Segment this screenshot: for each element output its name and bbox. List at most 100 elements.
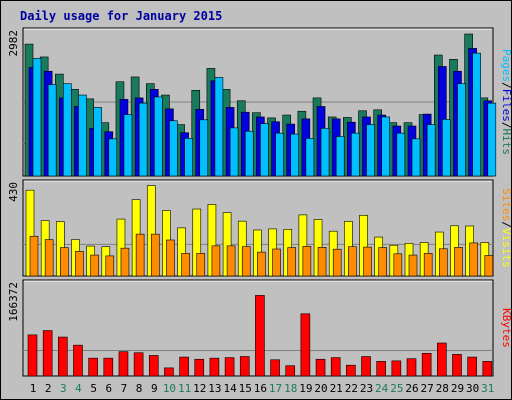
bar-pages <box>108 138 118 177</box>
bar-sites <box>196 253 206 277</box>
bar-pages <box>381 116 390 177</box>
bar-pages <box>63 83 72 177</box>
bar-sites <box>150 233 160 277</box>
x-tick-label: 25 <box>390 382 403 395</box>
bar-kbytes <box>285 365 296 377</box>
bar-kbytes <box>239 356 250 377</box>
x-tick-label: 14 <box>223 382 237 395</box>
bar-sites <box>484 255 494 277</box>
series-legend-label: Pages/Files/Hits <box>500 49 512 155</box>
x-tick-label: 6 <box>105 382 112 395</box>
bar-pages <box>487 102 497 177</box>
x-tick-label: 7 <box>121 382 128 395</box>
bar-kbytes <box>194 358 205 377</box>
x-tick-label: 1 <box>30 382 37 395</box>
bar-pages <box>335 136 345 177</box>
x-tick-label: 17 <box>269 382 282 395</box>
legend-entry: / <box>500 82 512 89</box>
bar-kbytes <box>148 355 159 377</box>
chart-title: Daily usage for January 2015 <box>20 9 223 23</box>
bar-sites <box>257 251 266 277</box>
series-legend-label: Sites/Visits <box>500 188 512 268</box>
bar-kbytes <box>118 351 129 377</box>
bar-sites <box>363 246 372 277</box>
bar-pages <box>229 127 239 177</box>
bar-pages <box>184 138 193 177</box>
x-tick-label: 23 <box>360 382 373 395</box>
bar-sites <box>393 253 403 277</box>
bar-kbytes <box>209 357 220 377</box>
bar-sites <box>75 251 84 277</box>
x-tick-label: 13 <box>208 382 221 395</box>
bar-kbytes <box>361 356 371 377</box>
bar-sites <box>105 255 115 277</box>
bar-kbytes <box>103 357 114 377</box>
bar-pages <box>47 84 57 177</box>
legend-entry: Visits <box>500 228 512 268</box>
bar-pages <box>472 52 481 177</box>
bar-pages <box>199 119 209 177</box>
bar-sites <box>44 239 54 277</box>
legend-entry: KBytes <box>500 308 512 348</box>
legend-entry: / <box>500 122 512 129</box>
bar-pages <box>275 132 284 177</box>
bar-pages <box>411 138 421 177</box>
bar-pages <box>305 138 315 177</box>
bar-kbytes <box>224 357 235 377</box>
bar-sites <box>287 247 297 277</box>
x-tick-label: 18 <box>284 382 297 395</box>
series-legend-label: KBytes <box>500 308 512 348</box>
y-max-label: 2982 <box>7 30 20 57</box>
x-tick-label: 31 <box>481 382 494 395</box>
bar-sites <box>348 246 357 277</box>
bar-kbytes <box>346 364 356 377</box>
bar-sites <box>211 245 221 277</box>
bar-sites <box>332 248 342 277</box>
bar-kbytes <box>179 356 189 377</box>
x-tick-label: 4 <box>75 382 82 395</box>
bar-pages <box>244 130 254 177</box>
x-tick-label: 15 <box>239 382 252 395</box>
x-tick-label: 11 <box>178 382 191 395</box>
bar-kbytes <box>58 336 68 377</box>
bar-kbytes <box>270 359 280 377</box>
legend-entry: Files <box>500 89 512 122</box>
bar-sites <box>378 247 387 277</box>
bar-sites <box>60 247 69 277</box>
bar-kbytes <box>467 356 477 377</box>
bar-sites <box>272 248 281 277</box>
bar-pages <box>32 58 42 177</box>
bar-pages <box>169 120 178 177</box>
bar-kbytes <box>255 295 265 377</box>
bar-sites <box>302 245 312 277</box>
x-tick-label: 20 <box>314 382 327 395</box>
legend-entry: / <box>500 221 512 228</box>
bar-sites <box>408 254 418 277</box>
bar-kbytes <box>27 334 38 377</box>
x-tick-label: 5 <box>90 382 97 395</box>
bar-pages <box>138 102 148 177</box>
bar-sites <box>166 239 175 277</box>
bar-pages <box>290 133 300 177</box>
bar-pages <box>93 107 102 177</box>
bar-kbytes <box>315 358 326 377</box>
bar-kbytes <box>164 367 174 377</box>
bar-pages <box>123 114 133 177</box>
x-tick-label: 24 <box>375 382 389 395</box>
x-tick-label: 21 <box>330 382 343 395</box>
bar-kbytes <box>437 342 447 377</box>
bar-kbytes <box>421 352 432 377</box>
bar-sites <box>181 253 190 277</box>
bar-sites <box>135 233 145 277</box>
bar-sites <box>439 248 448 277</box>
bar-pages <box>153 96 163 177</box>
bar-kbytes <box>300 313 311 377</box>
bar-sites <box>454 247 463 277</box>
bar-pages <box>366 124 375 177</box>
bar-sites <box>241 246 251 277</box>
bar-sites <box>226 245 236 277</box>
bar-kbytes <box>452 354 462 377</box>
x-tick-label: 22 <box>345 382 358 395</box>
bar-kbytes <box>406 358 417 377</box>
